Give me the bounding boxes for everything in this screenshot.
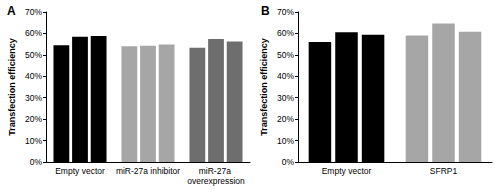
- svg-text:40%: 40%: [277, 71, 294, 81]
- svg-text:overexpression: overexpression: [187, 176, 245, 186]
- svg-text:0%: 0%: [30, 157, 43, 167]
- svg-text:Empty vector: Empty vector: [55, 166, 105, 176]
- svg-text:30%: 30%: [25, 93, 42, 103]
- svg-text:70%: 70%: [25, 7, 42, 17]
- svg-text:30%: 30%: [277, 93, 294, 103]
- svg-text:10%: 10%: [277, 136, 294, 146]
- svg-text:40%: 40%: [25, 71, 42, 81]
- svg-text:50%: 50%: [277, 50, 294, 60]
- svg-text:60%: 60%: [277, 28, 294, 38]
- svg-text:Transfection efficiency: Transfection efficiency: [7, 38, 17, 136]
- svg-text:Transfection efficiency: Transfection efficiency: [259, 38, 269, 136]
- svg-text:10%: 10%: [25, 136, 42, 146]
- svg-text:20%: 20%: [25, 114, 42, 124]
- svg-text:50%: 50%: [25, 50, 42, 60]
- svg-text:miR-27a inhibitor: miR-27a inhibitor: [116, 166, 180, 176]
- svg-text:20%: 20%: [277, 114, 294, 124]
- svg-text:Empty vector: Empty vector: [322, 166, 372, 176]
- svg-text:miR-27a: miR-27a: [199, 166, 233, 176]
- svg-text:60%: 60%: [25, 28, 42, 38]
- svg-text:SFRP1: SFRP1: [430, 166, 458, 176]
- svg-text:0%: 0%: [282, 157, 295, 167]
- svg-text:70%: 70%: [277, 7, 294, 17]
- svg-text:A: A: [7, 4, 16, 18]
- svg-text:B: B: [261, 4, 270, 18]
